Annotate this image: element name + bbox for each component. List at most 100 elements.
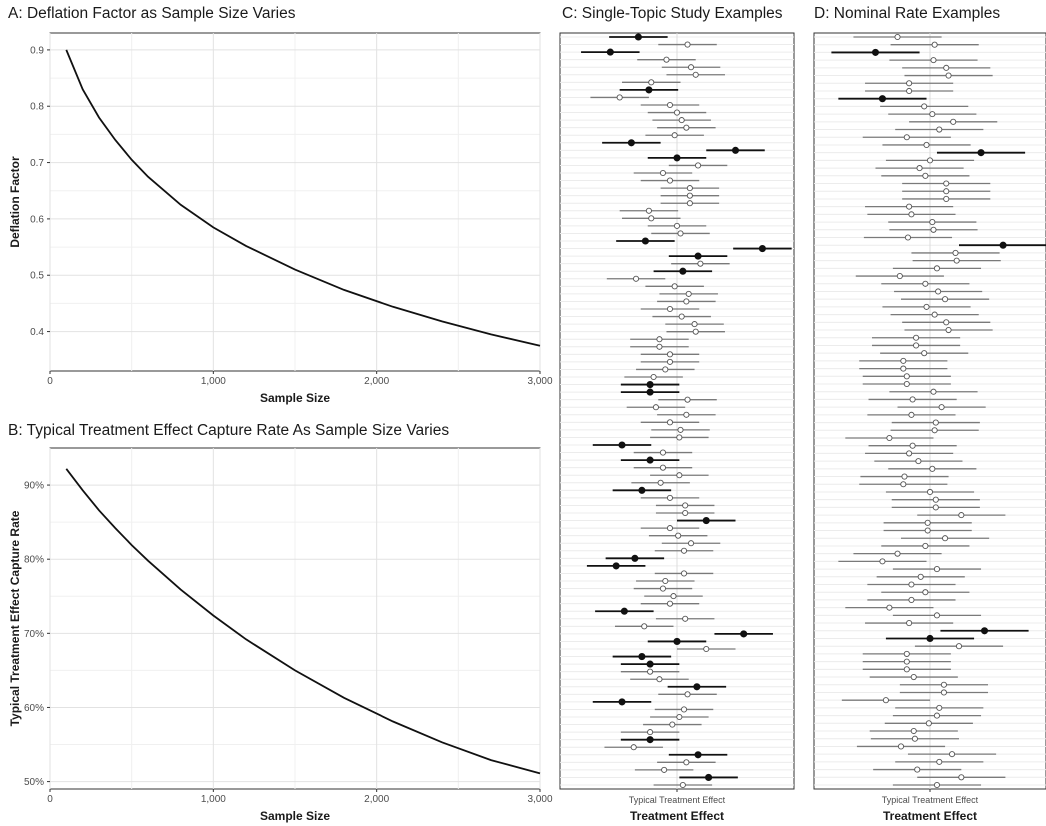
panel-d-estimate-point	[943, 64, 950, 71]
panel-d-estimate-point	[900, 365, 907, 372]
panel-d-estimate-point	[886, 434, 893, 442]
panel-c-estimate-point	[683, 124, 690, 131]
panel-c-estimate-point	[612, 562, 620, 570]
panel-c-estimate-point	[682, 509, 689, 517]
panel-d-estimate-point	[940, 681, 947, 688]
panel-b-x-axis-title: Sample Size	[260, 809, 330, 823]
panel-d-estimate-point	[926, 157, 934, 164]
panel-d-estimate-point	[909, 442, 916, 449]
panel-d-estimate-point	[929, 465, 936, 472]
panel-c-estimate-point	[646, 660, 654, 668]
panel-c-estimate-point	[657, 479, 664, 486]
panel-d-estimate-point	[933, 265, 941, 272]
panel-c-estimate-point	[683, 411, 690, 418]
panel-c-title: C: Single-Topic Study Examples	[562, 5, 783, 22]
panel-d-estimate-point	[906, 450, 913, 457]
panel-d-estimate-point	[930, 226, 937, 233]
panel-c-estimate-point	[693, 683, 701, 691]
panel-d-estimate-point	[953, 257, 960, 264]
panel-c-estimate-point	[686, 185, 693, 192]
panel-d-estimate-point	[923, 303, 930, 310]
panel-a-x-tick-label: 0	[47, 376, 53, 387]
panel-c-estimate-point	[703, 645, 710, 653]
panel-c-estimate-point	[692, 328, 699, 335]
panel-d-estimate-point	[931, 311, 938, 318]
panel-d-estimate-point	[940, 689, 947, 696]
panel-c-estimate-point	[683, 298, 690, 305]
panel-d-estimate-point	[913, 334, 920, 341]
panel-d-estimate-point	[932, 504, 939, 511]
panel-c-estimate-point	[687, 540, 695, 547]
panel-c-estimate-point	[659, 464, 667, 471]
panel-d-estimate-point	[958, 512, 965, 519]
panel-c-estimate-point	[673, 154, 681, 162]
panel-c-estimate-point	[684, 41, 691, 48]
panel-d-estimate-point	[922, 280, 929, 287]
panel-c-estimate-point	[691, 321, 698, 328]
panel-c-estimate-point	[666, 177, 674, 184]
panel-c-estimate-point	[694, 252, 702, 260]
panel-d-estimate-point	[933, 781, 941, 789]
panel-b-x-tick-label: 1,000	[201, 794, 226, 805]
panel-c-estimate-point	[686, 192, 693, 199]
panel-d-estimate-point	[929, 111, 936, 118]
panel-c-estimate-point	[666, 305, 674, 313]
panel-d-estimate-point	[908, 211, 915, 218]
panel-c-estimate-point	[731, 146, 740, 154]
panel-d-estimate-point	[882, 697, 889, 704]
panel-c-estimate-point	[659, 449, 667, 456]
panel-c-estimate-point	[661, 766, 668, 773]
panel-c-estimate-point	[682, 615, 689, 622]
panel-c-estimate-point	[656, 343, 663, 350]
panel-c-estimate-point	[631, 554, 639, 562]
panel-d-estimate-point	[948, 751, 956, 758]
panel-c-estimate-point	[647, 668, 654, 675]
panel-c-estimate-point	[682, 502, 689, 509]
panel-d-estimate-point	[906, 87, 913, 95]
panel-d-estimate-point	[894, 33, 901, 41]
panel-c-estimate-point	[758, 245, 766, 253]
panel-c-estimate-point	[662, 577, 669, 585]
panel-c-estimate-point	[645, 86, 653, 94]
panel-d-estimate-point	[943, 180, 950, 187]
panel-c-estimate-point	[684, 691, 691, 698]
panel-c-estimate-point	[677, 230, 684, 237]
panel-d-estimate-point	[931, 41, 938, 48]
panel-c-estimate-point	[648, 215, 655, 222]
panel-c-estimate-point	[618, 441, 626, 449]
panel-c-estimate-point	[740, 630, 748, 638]
panel-d-estimate-point	[894, 550, 901, 557]
panel-d-estimate-point	[980, 627, 989, 635]
panel-c-estimate-point	[694, 751, 702, 759]
panel-d-estimate-point	[900, 357, 907, 364]
panel-d-estimate-point	[903, 380, 910, 388]
panel-c-estimate-point	[676, 472, 683, 479]
panel-c-estimate-point	[671, 283, 678, 290]
panel-b-y-tick-label: 80%	[24, 555, 44, 566]
panel-d-estimate-point	[924, 527, 931, 534]
panel-d-estimate-point	[908, 411, 915, 418]
panel-c-estimate-point	[663, 56, 670, 63]
panel-d-estimate-point	[926, 488, 934, 496]
panel-c-estimate-point	[669, 721, 676, 728]
panel-a-x-axis-title: Sample Size	[260, 391, 330, 405]
panel-c-estimate-point	[648, 79, 655, 86]
panel-d-estimate-point	[943, 195, 950, 202]
panel-d-estimate-point	[901, 473, 908, 480]
panel-d-estimate-point	[913, 342, 920, 349]
panel-c-estimate-point	[641, 237, 649, 245]
panel-d-estimate-point	[929, 219, 936, 226]
panel-c-estimate-point	[686, 200, 693, 207]
panel-d-estimate-point	[903, 134, 910, 141]
panel-c-estimate-point	[677, 426, 684, 433]
panel-d-estimate-point	[936, 126, 943, 133]
panel-c-estimate-point	[659, 169, 667, 177]
panel-d-estimate-point	[945, 326, 952, 334]
panel-d-estimate-point	[923, 141, 930, 149]
panel-d-estimate-point	[924, 519, 931, 526]
panel-d-estimate-point	[897, 743, 905, 750]
panel-c-estimate-point	[673, 222, 681, 229]
panel-b-y-axis-title: Typical Treatment Effect Capture Rate	[8, 510, 22, 726]
panel-d-estimate-point	[925, 720, 932, 727]
